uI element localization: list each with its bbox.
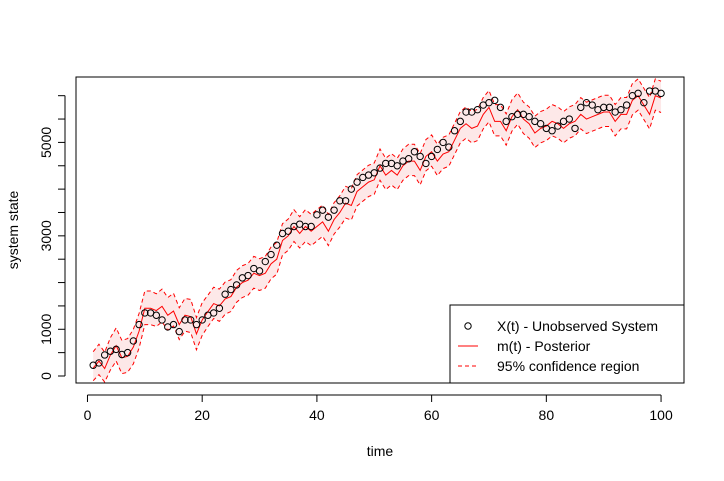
legend-symbol-observed xyxy=(464,322,472,330)
observed-point xyxy=(410,148,419,156)
observed-point xyxy=(284,227,292,235)
observed-point xyxy=(341,197,350,205)
confidence-band xyxy=(92,78,662,383)
observed-point xyxy=(221,290,229,298)
observed-point xyxy=(198,316,206,324)
observed-point xyxy=(336,197,344,205)
plot-frame xyxy=(75,76,685,384)
observed-point xyxy=(324,213,333,221)
observed-point xyxy=(181,316,189,324)
observed-point xyxy=(347,185,356,193)
observed-point xyxy=(175,327,183,336)
observed-point xyxy=(450,127,459,135)
observed-point xyxy=(599,103,608,112)
observed-point xyxy=(657,89,665,98)
observed-point xyxy=(456,117,465,126)
observed-point xyxy=(640,98,648,107)
observed-point xyxy=(439,138,447,147)
observed-point xyxy=(353,178,361,186)
observed-point xyxy=(192,320,201,329)
observed-point xyxy=(232,281,241,289)
observed-point xyxy=(433,145,442,154)
confidence-lower-line xyxy=(92,109,662,383)
observed-point xyxy=(376,164,384,172)
observed-point xyxy=(209,309,218,317)
y-tick-label: 1000 xyxy=(38,313,54,344)
observed-point xyxy=(565,115,573,123)
observed-point xyxy=(313,211,321,219)
observed-point xyxy=(462,108,470,116)
observed-points-layer xyxy=(89,87,665,369)
observed-point xyxy=(112,345,120,354)
observed-point xyxy=(129,337,138,345)
observed-point xyxy=(536,120,545,128)
observed-point xyxy=(318,206,327,214)
observed-point xyxy=(525,113,533,121)
observed-point xyxy=(473,106,482,114)
observed-point xyxy=(169,320,178,329)
observed-point xyxy=(617,106,625,114)
y-tick-label: 3000 xyxy=(38,220,54,251)
x-axis-label: time xyxy=(367,443,394,459)
observed-point xyxy=(152,311,161,319)
y-tick-label: 0 xyxy=(38,372,54,380)
observed-point xyxy=(605,103,614,112)
observed-point xyxy=(393,162,401,170)
observed-point xyxy=(404,155,413,163)
legend-label-observed: X(t) - Unobserved System xyxy=(497,318,658,334)
observed-point xyxy=(382,159,390,168)
observed-point xyxy=(645,87,654,95)
observed-point xyxy=(307,222,315,231)
x-tick-label: 40 xyxy=(309,407,325,423)
observed-point xyxy=(622,101,631,109)
x-tick-label: 0 xyxy=(84,407,92,423)
observed-point xyxy=(273,241,281,249)
x-tick-label: 60 xyxy=(424,407,440,423)
observed-point xyxy=(255,267,264,275)
observed-point xyxy=(427,152,436,161)
observed-point xyxy=(100,351,109,359)
legend: X(t) - Unobserved System m(t) - Posterio… xyxy=(449,304,685,384)
legend-box xyxy=(449,304,685,384)
observed-point xyxy=(95,359,103,367)
observed-point xyxy=(301,222,310,231)
observed-point xyxy=(445,143,453,151)
observed-point xyxy=(416,152,424,161)
y-axis-label: system state xyxy=(5,191,21,270)
observed-point xyxy=(491,96,499,105)
observed-point xyxy=(187,316,195,324)
confidence-upper-line xyxy=(92,78,662,354)
observed-point xyxy=(513,110,522,119)
observed-point xyxy=(370,169,378,177)
observed-point xyxy=(135,320,143,329)
observed-point xyxy=(123,348,132,357)
observed-point xyxy=(571,124,579,133)
observed-point xyxy=(261,257,269,266)
x-tick-label: 100 xyxy=(649,407,673,423)
observed-point xyxy=(267,250,275,259)
observed-point xyxy=(422,159,430,168)
legend-label-posterior: m(t) - Posterior xyxy=(497,338,591,354)
x-tick-label: 20 xyxy=(194,407,210,423)
observed-point xyxy=(215,304,224,312)
observed-point xyxy=(502,117,510,126)
x-tick-label: 80 xyxy=(539,407,555,423)
confidence-band-fill xyxy=(93,78,662,383)
y-tick-label: 5000 xyxy=(38,127,54,158)
observed-point xyxy=(577,103,585,112)
observed-point xyxy=(548,127,556,135)
observed-point xyxy=(227,285,235,294)
observed-point xyxy=(141,309,149,317)
observed-point xyxy=(496,103,505,112)
observed-point xyxy=(158,316,166,324)
observed-point xyxy=(554,122,562,130)
observed-point xyxy=(244,271,252,280)
observed-point xyxy=(330,206,338,214)
observed-point xyxy=(588,101,596,109)
legend-label-confidence: 95% confidence region xyxy=(497,358,639,374)
observed-point xyxy=(634,89,642,98)
